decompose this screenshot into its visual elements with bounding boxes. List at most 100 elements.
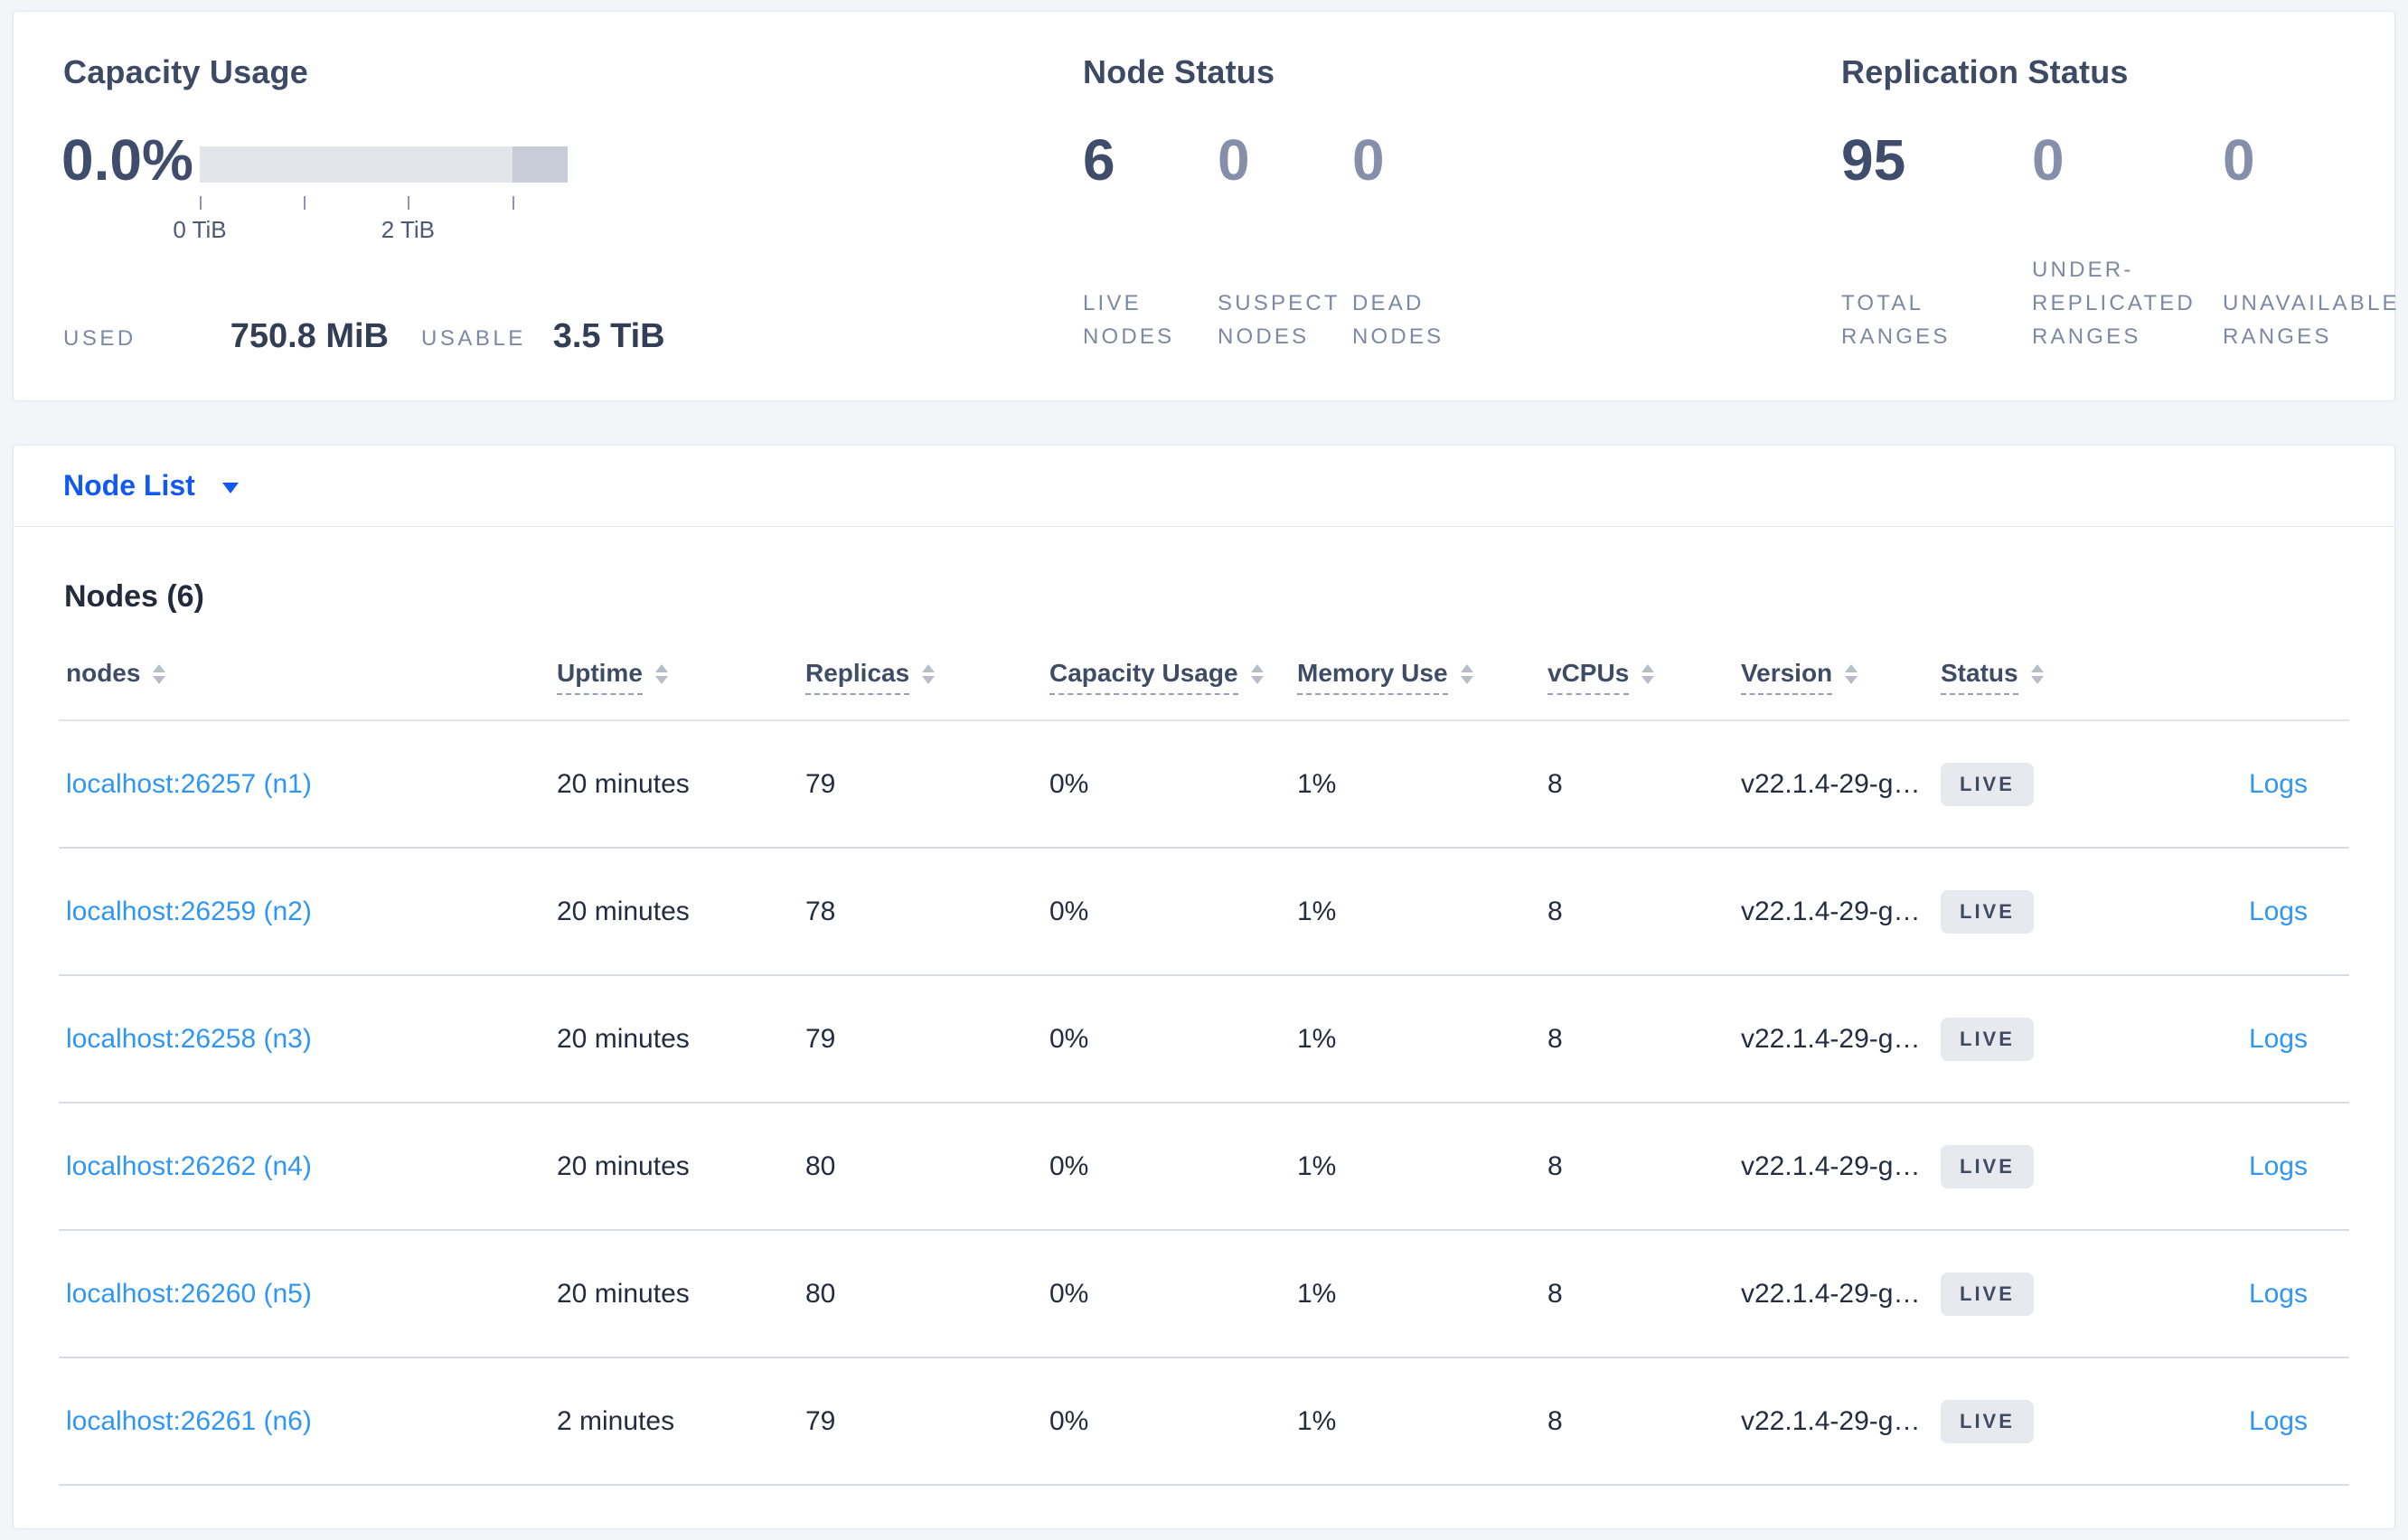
- version-cell: v22.1.4-29-g…: [1741, 896, 1921, 926]
- used-value: 750.8 MiB: [230, 317, 389, 355]
- live-nodes-label: LIVE NODES: [1083, 291, 1175, 349]
- sort-icon[interactable]: [1460, 664, 1473, 684]
- node-link[interactable]: localhost:26259 (n2): [66, 896, 312, 926]
- column-header-replicas[interactable]: Replicas: [805, 659, 1049, 695]
- vcpus-cell: 8: [1547, 1023, 1563, 1054]
- used-label: USED: [63, 326, 136, 351]
- view-selector-label[interactable]: Node List: [63, 469, 195, 502]
- version-cell: v22.1.4-29-g…: [1741, 768, 1921, 799]
- node-status-panel: Node Status 6 0 0 LIVE NODES SUSPECT NOD…: [1070, 12, 1811, 400]
- capacity-cell: 0%: [1049, 1023, 1089, 1054]
- column-header-status[interactable]: Status: [1941, 659, 2158, 695]
- replication-status-panel: Replication Status 95 0 0 TOTAL RANGES U…: [1829, 12, 2398, 400]
- view-selector-dropdown[interactable]: Node List: [14, 446, 2394, 527]
- node-list-card: Node List Nodes (6) nodes Uptime Replica…: [13, 445, 2395, 1529]
- column-header-uptime[interactable]: Uptime: [557, 659, 805, 695]
- suspect-nodes-count: 0: [1218, 127, 1250, 192]
- logs-link[interactable]: Logs: [2248, 1405, 2308, 1436]
- sort-icon[interactable]: [2030, 664, 2044, 684]
- memory-cell: 1%: [1297, 1023, 1337, 1054]
- sort-icon[interactable]: [1641, 664, 1655, 684]
- vcpus-cell: 8: [1547, 768, 1563, 799]
- unavailable-ranges-count: 0: [2223, 127, 2255, 192]
- sort-icon[interactable]: [654, 664, 668, 684]
- column-header-vcpus[interactable]: vCPUs: [1547, 659, 1741, 695]
- status-badge: LIVE: [1941, 1399, 2034, 1443]
- sort-icon[interactable]: [1250, 664, 1264, 684]
- axis-tick: [304, 196, 306, 210]
- capacity-cell: 0%: [1049, 768, 1089, 799]
- uptime-cell: 20 minutes: [557, 1278, 690, 1309]
- capacity-cell: 0%: [1049, 896, 1089, 926]
- logs-link[interactable]: Logs: [2248, 1278, 2308, 1309]
- cluster-summary-card: Capacity Usage 0.0% 0 TiB 2 TiB USED 750…: [13, 11, 2398, 401]
- sort-icon[interactable]: [1845, 664, 1858, 684]
- table-row-node-n6: localhost:26261 (n6) 2 minutes 79 0% 1% …: [59, 1358, 2349, 1486]
- table-row-node-n1: localhost:26257 (n1) 20 minutes 79 0% 1%…: [59, 721, 2349, 849]
- capacity-usage-bar: [200, 146, 568, 183]
- usable-label: USABLE: [421, 326, 526, 351]
- under-replicated-ranges-count: 0: [2032, 127, 2065, 192]
- logs-link[interactable]: Logs: [2248, 1150, 2308, 1181]
- uptime-cell: 20 minutes: [557, 1023, 690, 1054]
- axis-tick: [200, 196, 202, 210]
- under-replicated-ranges-label: UNDER-REPLICATED RANGES: [2032, 258, 2196, 349]
- nodes-table: nodes Uptime Replicas Capacity Usage: [59, 634, 2349, 1486]
- table-row-node-n2: localhost:26259 (n2) 20 minutes 78 0% 1%…: [59, 849, 2349, 976]
- axis-label-2tib: 2 TiB: [381, 216, 435, 243]
- live-nodes-count: 6: [1083, 127, 1115, 192]
- capacity-axis: 0 TiB 2 TiB: [173, 189, 568, 261]
- vcpus-cell: 8: [1547, 1150, 1563, 1181]
- memory-cell: 1%: [1297, 1278, 1337, 1309]
- replicas-cell: 79: [805, 1023, 836, 1054]
- axis-tick: [408, 196, 410, 210]
- replicas-cell: 80: [805, 1278, 836, 1309]
- replicas-cell: 80: [805, 1150, 836, 1181]
- memory-cell: 1%: [1297, 1405, 1337, 1436]
- node-link[interactable]: localhost:26260 (n5): [66, 1278, 312, 1309]
- capacity-usage-title: Capacity Usage: [63, 53, 308, 90]
- uptime-cell: 20 minutes: [557, 1150, 690, 1181]
- chevron-down-icon: [221, 482, 239, 493]
- node-link[interactable]: localhost:26262 (n4): [66, 1150, 312, 1181]
- sort-icon[interactable]: [153, 664, 166, 684]
- memory-cell: 1%: [1297, 1150, 1337, 1181]
- uptime-cell: 20 minutes: [557, 768, 690, 799]
- total-ranges-label: TOTAL RANGES: [1841, 291, 1951, 349]
- sort-icon[interactable]: [922, 664, 936, 684]
- capacity-bar-usable-segment: [200, 146, 513, 183]
- logs-link[interactable]: Logs: [2248, 896, 2308, 926]
- nodes-heading: Nodes (6): [64, 579, 204, 614]
- dead-nodes-label: DEAD NODES: [1352, 291, 1444, 349]
- suspect-nodes-label: SUSPECT NODES: [1218, 291, 1340, 349]
- column-header-capacity-usage[interactable]: Capacity Usage: [1049, 659, 1297, 695]
- status-badge: LIVE: [1941, 1017, 2034, 1061]
- usable-value: 3.5 TiB: [552, 317, 665, 355]
- node-status-title: Node Status: [1083, 53, 1275, 90]
- column-header-version[interactable]: Version: [1741, 659, 1941, 695]
- uptime-cell: 2 minutes: [557, 1405, 675, 1436]
- replicas-cell: 79: [805, 1405, 836, 1436]
- unavailable-ranges-label: UNAVAILABLE RANGES: [2223, 291, 2400, 349]
- logs-link[interactable]: Logs: [2248, 1023, 2308, 1054]
- vcpus-cell: 8: [1547, 896, 1563, 926]
- node-link[interactable]: localhost:26258 (n3): [66, 1023, 312, 1054]
- logs-link[interactable]: Logs: [2248, 768, 2308, 799]
- dead-nodes-count: 0: [1352, 127, 1385, 192]
- node-link[interactable]: localhost:26257 (n1): [66, 768, 312, 799]
- version-cell: v22.1.4-29-g…: [1741, 1023, 1921, 1054]
- uptime-cell: 20 minutes: [557, 896, 690, 926]
- status-badge: LIVE: [1941, 1272, 2034, 1316]
- capacity-bar-reserved-segment: [512, 146, 568, 183]
- table-row-node-n4: localhost:26262 (n4) 20 minutes 80 0% 1%…: [59, 1103, 2349, 1231]
- column-header-nodes[interactable]: nodes: [59, 659, 557, 695]
- status-badge: LIVE: [1941, 1144, 2034, 1188]
- version-cell: v22.1.4-29-g…: [1741, 1150, 1921, 1181]
- replicas-cell: 79: [805, 768, 836, 799]
- capacity-cell: 0%: [1049, 1150, 1089, 1181]
- axis-tick: [512, 196, 514, 210]
- node-link[interactable]: localhost:26261 (n6): [66, 1405, 312, 1436]
- column-header-memory-use[interactable]: Memory Use: [1297, 659, 1547, 695]
- replication-status-title: Replication Status: [1841, 53, 2129, 90]
